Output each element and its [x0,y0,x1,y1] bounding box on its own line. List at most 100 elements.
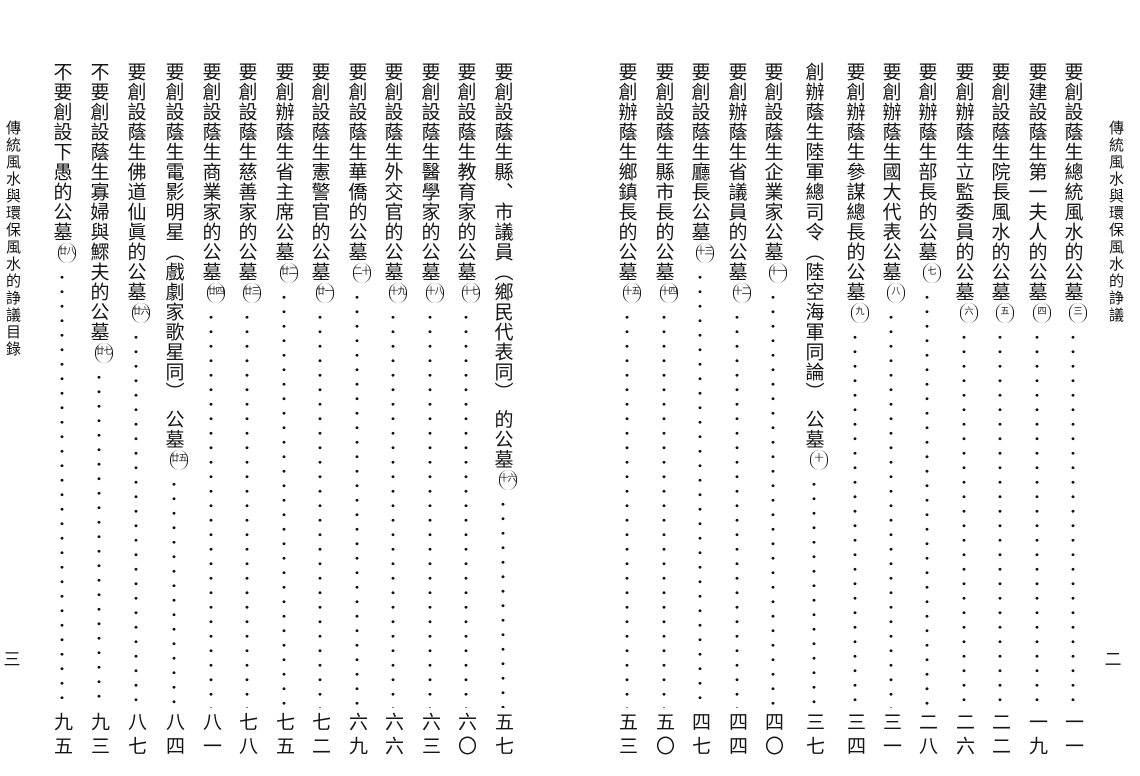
toc-entry[interactable]: 不要創設蔭生寡婦與鰥夫的公墓廿七 九三 [86,62,113,762]
entry-page-number: 四〇 [762,712,784,760]
toc-entry-title: 要創設蔭生院長風水的公墓五 [987,62,1014,324]
toc-entry-title: 要創設蔭生醫學家的公墓十八 [417,62,444,304]
entry-page-number: 八一 [200,712,222,760]
entry-title-text: 要創設蔭生醫學家的公墓 [418,62,441,282]
entry-title-text: 不要創設蔭生寡婦與鰥夫的公墓 [87,62,110,342]
entry-number-mark: 十四 [659,283,678,303]
entry-page-number: 七八 [236,712,258,760]
dot-leader [771,290,775,708]
toc-entry[interactable]: 要創設蔭生電影明星（戲劇家歌星同） 公墓廿五 八四 [161,62,188,762]
entry-page-number: 六九 [346,712,368,760]
dot-leader [282,290,286,708]
toc-entry[interactable]: 要建設蔭生第一夫人的公墓四 一九 [1024,62,1051,762]
entry-number-mark: 廿八 [57,243,76,263]
dot-leader [60,270,64,708]
entry-page-number: 八四 [163,712,185,760]
toc-entry-title: 要創辦蔭生立監委員的公墓六 [951,62,978,324]
toc-entry[interactable]: 要創設蔭生企業家公墓十一 四〇 [760,62,787,762]
dot-leader [391,310,395,708]
entry-number-mark: 十七 [461,283,480,303]
entry-title-text: 要創設蔭生縣、市議員（鄉民代表同） 的公墓 [491,62,514,470]
right-page-number: 二 [1104,650,1122,670]
entry-number-mark: 九 [850,303,869,323]
entry-number-mark: 十一 [768,263,787,283]
toc-entry-title: 要創辦蔭生國大代表公墓八 [878,62,905,304]
dot-leader [209,310,213,708]
entry-page-number: 六三 [419,712,441,760]
entry-number-mark: 廿三 [242,283,261,303]
entry-number-mark: 十 [809,450,828,471]
toc-entry[interactable]: 要創設蔭生憲警官的公墓廿一 七二 [307,62,334,762]
toc-entry[interactable]: 不要創設下愚的公墓廿八 九五 [49,62,76,762]
toc-entry-title: 要創設蔭生企業家公墓十一 [760,62,787,284]
entry-number-mark: 十二 [732,283,751,303]
entry-title-text: 要創設蔭生總統風水的公墓 [1061,62,1084,302]
toc-entry[interactable]: 要創辦蔭生省議員的公墓十二 四四 [724,62,751,762]
toc-entry-title: 要創辦蔭生部長的公墓七 [914,62,941,284]
entry-number-mark: 八 [886,283,905,303]
entry-title-text: 要創設蔭生縣市長的公墓 [652,62,675,282]
dot-leader [698,270,702,708]
toc-entry[interactable]: 創辦蔭生陸軍總司令（陸空海軍同論） 公墓十 三七 [801,62,828,762]
dot-leader [962,330,966,708]
entry-page-number: 一九 [1026,712,1048,760]
toc-entry[interactable]: 要創辦蔭生鄉鎮長的公墓十五 五三 [614,62,641,762]
entry-number-mark: 二十 [352,263,371,283]
toc-entry[interactable]: 要創設蔭生縣市長的公墓十四 五〇 [651,62,678,762]
entry-page-number: 三四 [844,712,866,760]
entry-title-text: 要創辦蔭生部長的公墓 [915,62,938,262]
toc-entry[interactable]: 要創設蔭生教育家的公墓十七 六〇 [453,62,480,762]
entry-title-text: 要創辦蔭生國大代表公墓 [879,62,902,282]
toc-entry-title: 要創設蔭生慈善家的公墓廿三 [234,62,261,304]
entry-page-number: 三一 [880,712,902,760]
toc-entry[interactable]: 要創設蔭生慈善家的公墓廿三 七八 [234,62,261,762]
toc-entry[interactable]: 要創辦蔭生國大代表公墓八 三一 [878,62,905,762]
entry-title-text: 要創設蔭生外交官的公墓 [381,62,404,282]
entry-number-mark: 六 [959,303,978,323]
toc-entry-title: 要創設蔭生廳長公墓十三 [687,62,714,264]
dot-leader [172,477,176,708]
toc-entry[interactable]: 要創辦蔭生部長的公墓七 二八 [914,62,941,762]
dot-leader [464,310,468,708]
dot-leader [1035,330,1039,708]
toc-entry[interactable]: 要創設蔭生院長風水的公墓五 二二 [987,62,1014,762]
entry-page-number: 九三 [88,712,110,760]
toc-entry-title: 要創設蔭生憲警官的公墓廿一 [307,62,334,304]
toc-entry[interactable]: 要創設蔭生華僑的公墓二十 六九 [344,62,371,762]
entry-page-number: 九五 [51,712,73,760]
entry-page-number: 一一 [1062,712,1084,760]
entry-title-text: 要創設蔭生佛道仙眞的公墓 [124,62,147,302]
entry-page-number: 六六 [382,712,404,760]
toc-entry[interactable]: 要創設蔭生佛道仙眞的公墓廿六 八七 [123,62,150,762]
toc-entry[interactable]: 要創辦蔭生省主席公墓廿二 七五 [271,62,298,762]
toc-entry[interactable]: 要創設蔭生商業家的公墓廿四 八一 [198,62,225,762]
dot-leader [355,290,359,708]
dot-leader [318,310,322,708]
dot-leader [245,310,249,708]
entry-number-mark: 廿二 [279,263,298,283]
toc-entry-title: 要創設蔭生縣、市議員（鄉民代表同） 的公墓十六 [490,62,517,491]
toc-entry[interactable]: 要創設蔭生縣、市議員（鄉民代表同） 的公墓十六 五七 [490,62,517,762]
toc-entry[interactable]: 要創辦蔭生立監委員的公墓六 二六 [951,62,978,762]
entry-page-number: 二八 [916,712,938,760]
toc-entry[interactable]: 要創辦蔭生參謀總長的公墓九 三四 [842,62,869,762]
entry-title-text: 要創設蔭生電影明星（戲劇家歌星同） 公墓 [162,62,185,450]
entry-number-mark: 三 [1068,303,1087,323]
entry-number-mark: 十三 [695,243,714,263]
toc-entry[interactable]: 要創設蔭生外交官的公墓十九 六六 [380,62,407,762]
entry-number-mark: 七 [922,263,941,283]
dot-leader [853,330,857,708]
toc-entry-title: 要創設蔭生電影明星（戲劇家歌星同） 公墓廿五 [161,62,188,471]
entry-title-text: 創辦蔭生陸軍總司令（陸空海軍同論） 公墓 [802,62,825,450]
toc-entry[interactable]: 要創設蔭生廳長公墓十三 四七 [687,62,714,762]
dot-leader [925,290,929,708]
toc-entry[interactable]: 要創設蔭生總統風水的公墓三 一一 [1060,62,1087,762]
toc-entry[interactable]: 要創設蔭生醫學家的公墓十八 六三 [417,62,444,762]
entry-page-number: 六〇 [455,712,477,760]
entry-title-text: 要創設蔭生商業家的公墓 [199,62,222,282]
entry-page-number: 八七 [125,712,147,760]
toc-entry-title: 要創設蔭生教育家的公墓十七 [453,62,480,304]
entry-page-number: 五〇 [653,712,675,760]
dot-leader [428,310,432,708]
entry-page-number: 二二 [989,712,1011,760]
